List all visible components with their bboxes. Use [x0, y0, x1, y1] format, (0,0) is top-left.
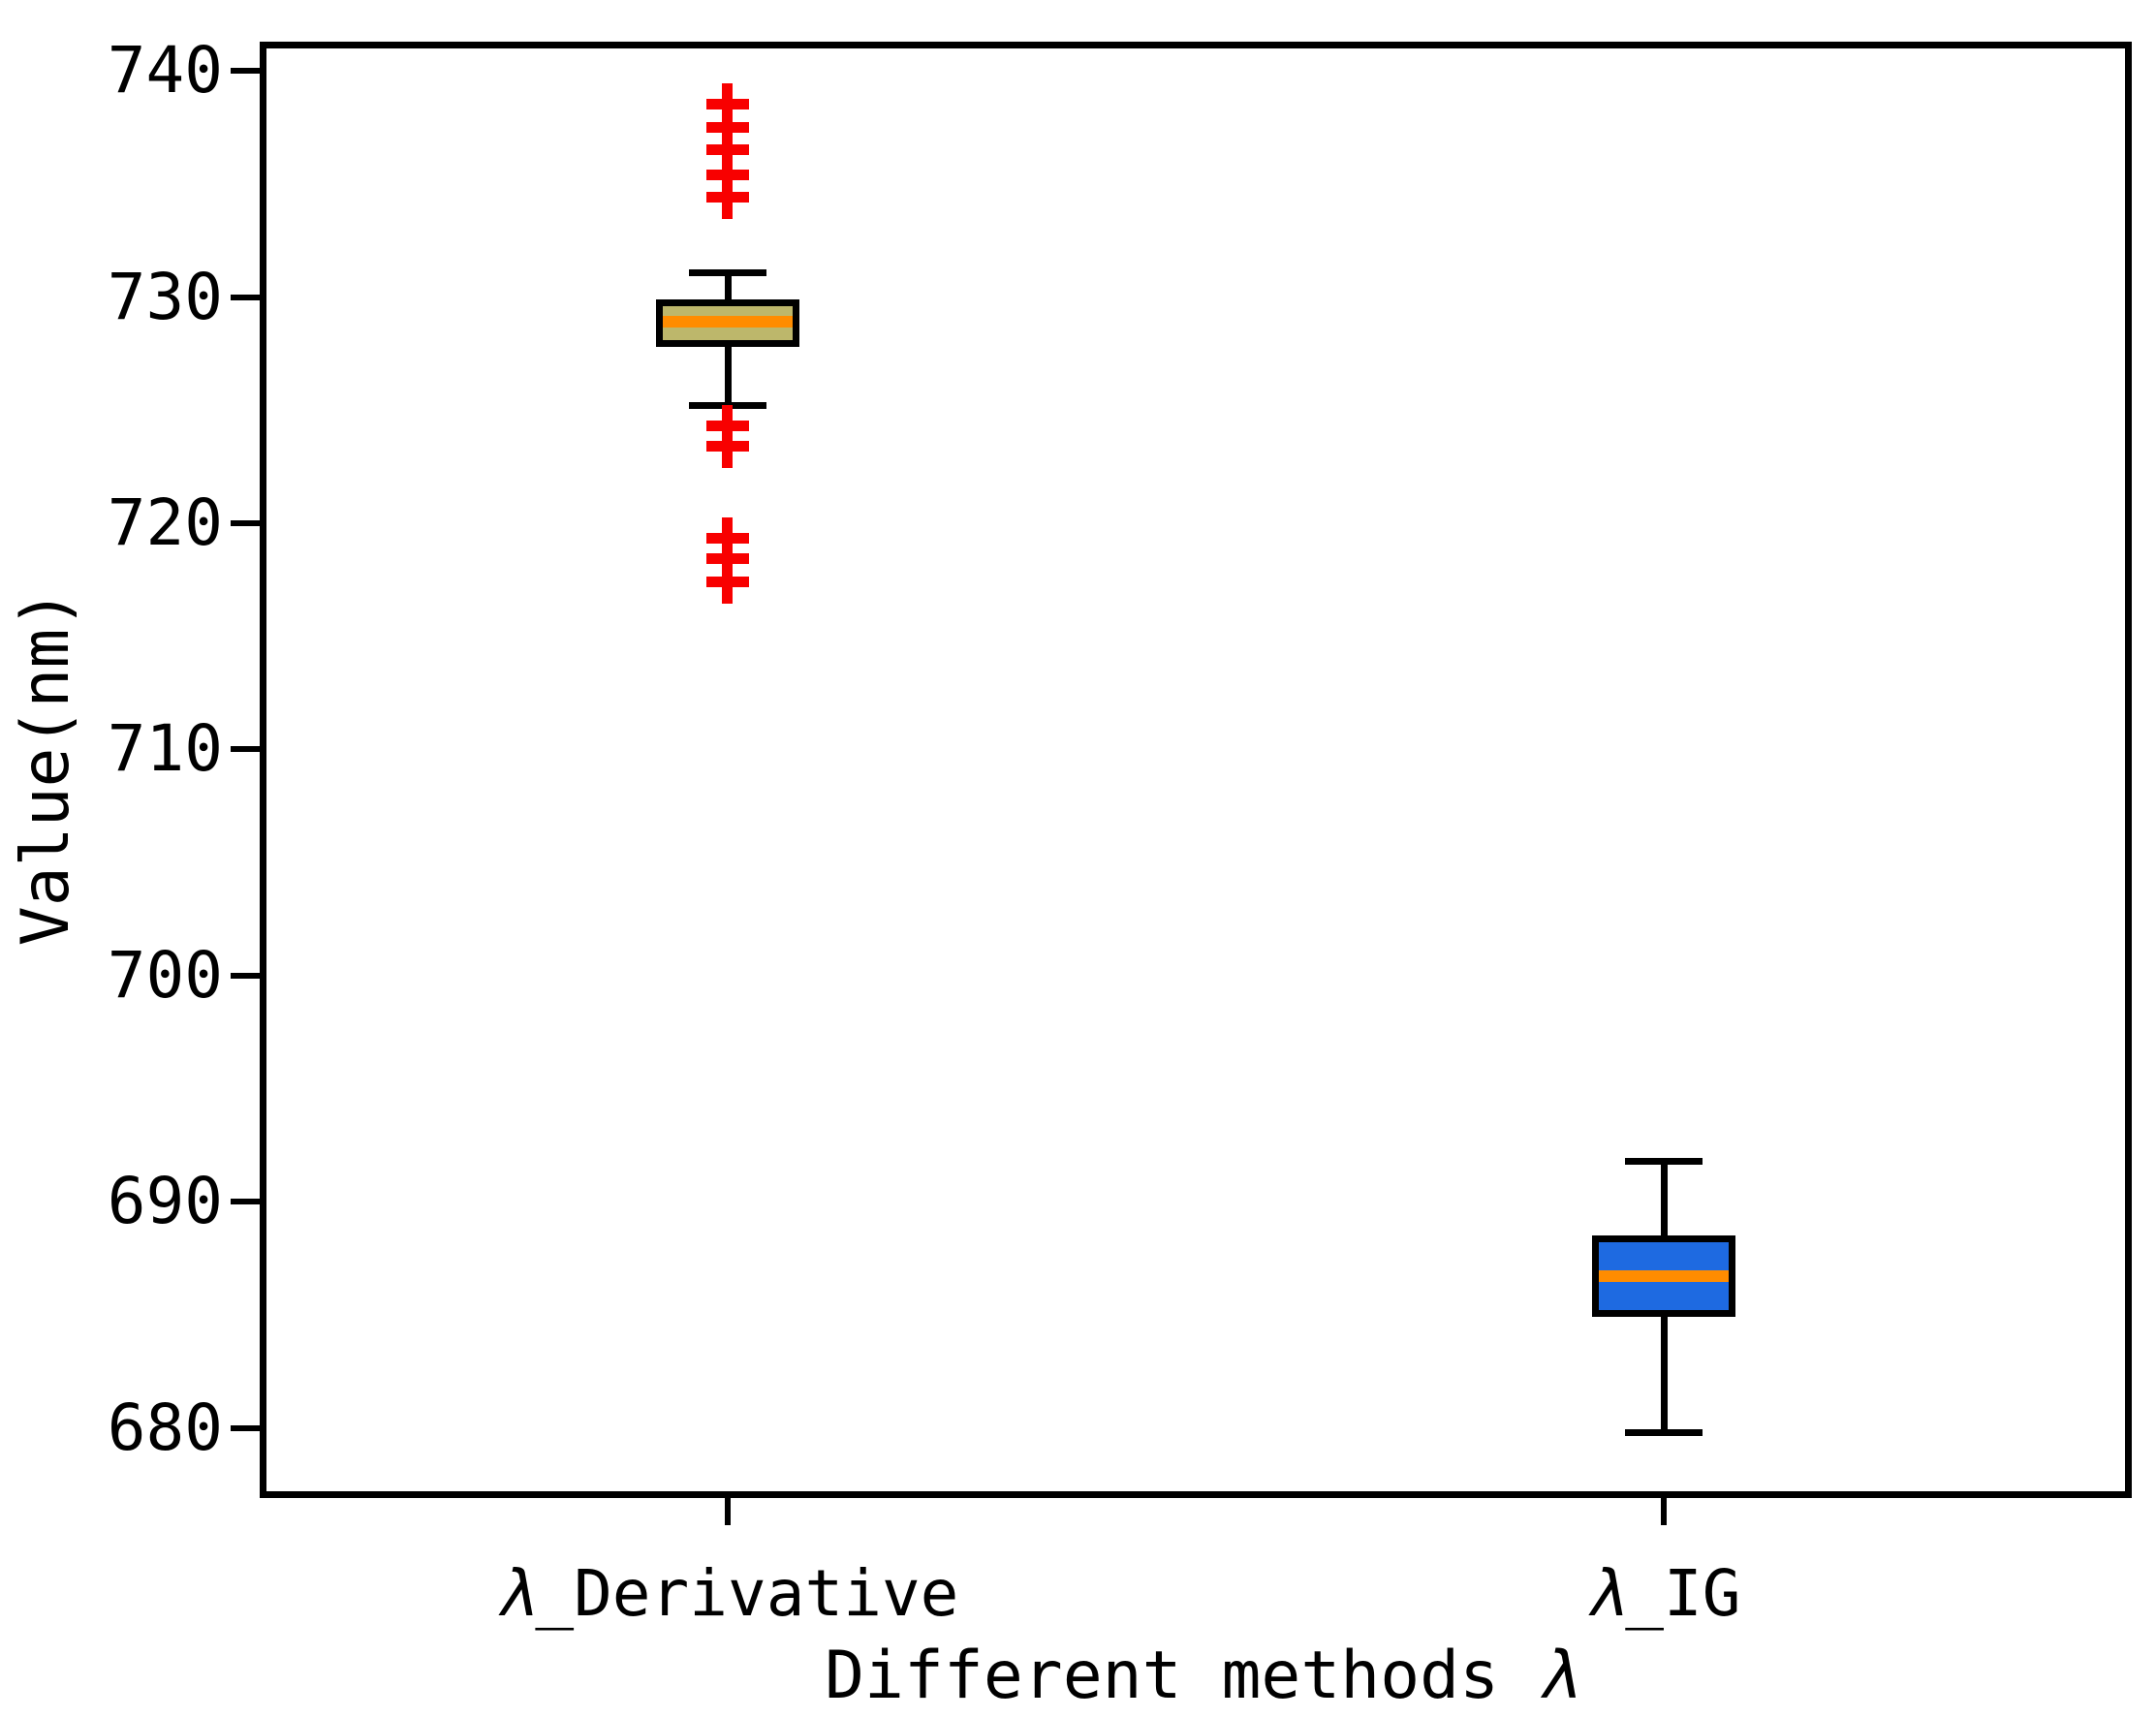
y-tick-label: 710: [107, 711, 223, 787]
y-tick-label: 730: [107, 259, 223, 334]
y-tick-label: 740: [107, 33, 223, 109]
x-tick: [725, 1498, 731, 1525]
y-tick-label: 690: [107, 1164, 223, 1239]
outlier-marker-stroke: [722, 538, 733, 581]
lambda-symbol: λ: [1538, 1638, 1578, 1714]
x-tick-label: λ_Derivative: [389, 1555, 1067, 1633]
outlier-marker: [706, 560, 749, 604]
outlier-marker-stroke: [722, 106, 733, 149]
x-axis-title-text: Different methods: [825, 1638, 1539, 1714]
outlier-marker-stroke: [722, 153, 733, 197]
outlier-marker-stroke: [722, 83, 733, 127]
median-line: [1599, 1270, 1729, 1283]
y-tick: [231, 520, 260, 527]
y-tick-label: 700: [107, 937, 223, 1013]
y-tick: [231, 746, 260, 753]
y-tick: [231, 972, 260, 979]
y-tick: [231, 1424, 260, 1431]
outlier-marker: [706, 106, 749, 149]
axes-frame: [260, 42, 2132, 1498]
outlier-marker: [706, 424, 749, 468]
box-whisker-lower: [724, 347, 732, 406]
y-tick-label: 680: [107, 1390, 223, 1465]
whisker-cap-upper: [689, 268, 766, 276]
outlier-marker: [706, 129, 749, 172]
outlier-marker-stroke: [722, 176, 733, 220]
box-whisker-upper: [724, 272, 732, 300]
x-axis-title: Different methods λ: [620, 1638, 1783, 1715]
whisker-cap-upper: [1625, 1157, 1703, 1165]
box-whisker-upper: [1660, 1161, 1668, 1236]
box-whisker-lower: [1660, 1317, 1668, 1433]
outlier-marker: [706, 83, 749, 127]
outlier-marker-stroke: [722, 129, 733, 172]
y-tick: [231, 1199, 260, 1205]
lambda-symbol: λ: [496, 1556, 536, 1631]
median-line: [663, 316, 793, 328]
y-tick: [231, 68, 260, 75]
y-tick: [231, 294, 260, 300]
x-tick-label: λ_IG: [1325, 1555, 2003, 1633]
plot-area: [231, 42, 2132, 1525]
x-tick: [1661, 1498, 1667, 1525]
outlier-marker: [706, 153, 749, 197]
lambda-symbol: λ: [1586, 1556, 1626, 1631]
outlier-marker: [706, 538, 749, 581]
whisker-cap-lower: [1625, 1428, 1703, 1436]
outlier-marker-stroke: [722, 560, 733, 604]
outlier-marker-stroke: [722, 424, 733, 468]
category-label-text: _Derivative: [535, 1556, 959, 1631]
outlier-marker: [706, 176, 749, 220]
category-label-text: _IG: [1625, 1556, 1741, 1631]
y-tick-label: 720: [107, 485, 223, 561]
